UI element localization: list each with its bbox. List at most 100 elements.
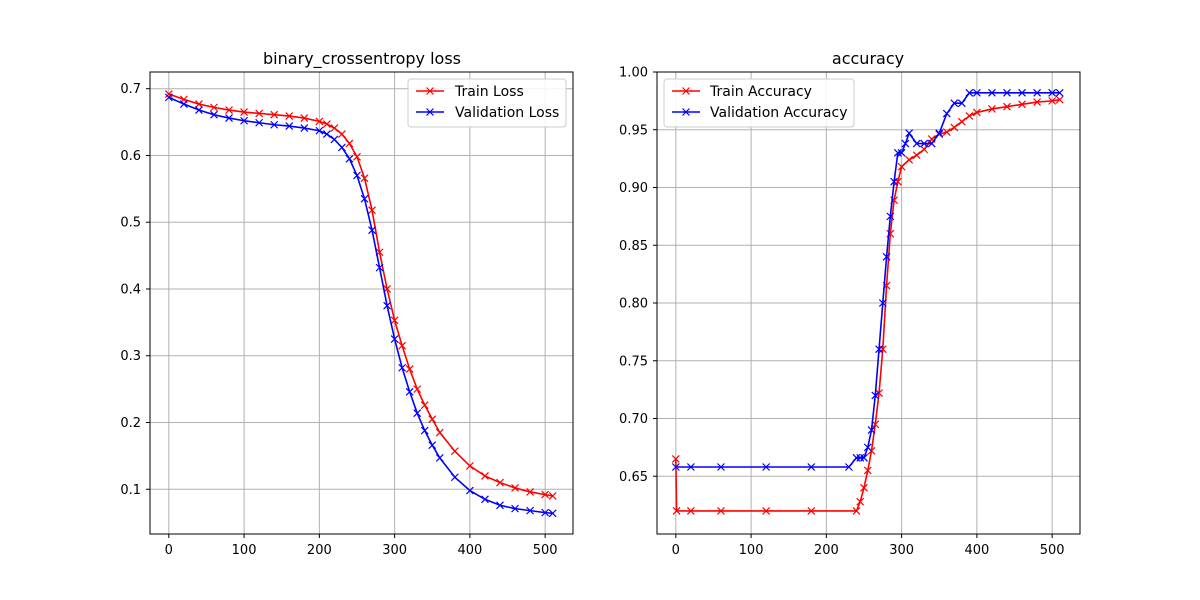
accuracy-point-train-accuracy: [1055, 95, 1064, 104]
accuracy-legend: Train Accuracy Validation Accuracy: [663, 78, 855, 128]
accuracy-point-validation-accuracy: [893, 148, 902, 157]
accuracy-point-validation-accuracy: [886, 212, 895, 221]
accuracy-point-train-accuracy: [920, 145, 929, 154]
accuracy-point-train-accuracy: [912, 151, 921, 160]
loss-chart: binary_crossentropy loss 0 100 200 300 400 50…: [120, 49, 574, 558]
accuracy-point-train-accuracy: [860, 483, 868, 492]
accuracy-point-train-accuracy: [863, 466, 872, 475]
loss-point-train-loss: [541, 490, 550, 499]
accuracy-legend-item-validation: Validation Accuracy: [672, 105, 848, 121]
accuracy-point-train-accuracy: [942, 128, 951, 136]
loss-point-train-loss: [450, 447, 459, 456]
loss-series-area: [164, 90, 557, 518]
accuracy-point-validation-accuracy: [686, 463, 695, 471]
accuracy-y-tick-label: 0.65: [619, 470, 648, 485]
accuracy-point-validation-accuracy: [901, 139, 910, 148]
loss-y-tick-label: 0.5: [120, 216, 141, 231]
accuracy-y-axis: 0.65 0.70 0.75 0.80 0.85 0.90 0.95 1.00: [619, 66, 657, 485]
loss-x-tick-label: 500: [533, 543, 558, 558]
accuracy-point-train-accuracy: [671, 455, 680, 463]
accuracy-point-validation-accuracy: [1048, 88, 1057, 97]
accuracy-legend-box: [663, 78, 855, 128]
accuracy-point-train-accuracy: [988, 105, 996, 113]
accuracy-point-train-accuracy: [965, 111, 974, 120]
loss-point-validation-loss: [315, 126, 324, 135]
loss-point-train-loss: [210, 103, 218, 112]
accuracy-point-train-accuracy: [686, 506, 695, 515]
loss-point-train-loss: [398, 341, 407, 350]
accuracy-point-validation-accuracy: [875, 345, 883, 354]
accuracy-y-tick-label: 0.90: [619, 181, 648, 196]
accuracy-point-validation-accuracy: [867, 426, 876, 434]
accuracy-point-train-accuracy: [1003, 102, 1011, 111]
loss-point-validation-loss: [428, 441, 437, 450]
loss-legend-item-validation: Validation Loss: [416, 105, 559, 121]
accuracy-legend-marker-train: [682, 87, 690, 95]
accuracy-point-train-accuracy: [672, 506, 681, 515]
loss-point-validation-loss: [270, 120, 279, 129]
accuracy-y-tick-label: 1.00: [619, 66, 648, 81]
accuracy-point-validation-accuracy: [717, 463, 725, 471]
accuracy-point-validation-accuracy: [972, 88, 981, 97]
loss-point-validation-loss: [255, 118, 264, 127]
loss-point-validation-loss: [285, 122, 294, 131]
accuracy-point-validation-accuracy: [1003, 88, 1011, 97]
accuracy-point-validation-accuracy: [920, 139, 929, 148]
loss-point-train-loss: [270, 110, 279, 119]
loss-legend-item-train: Train Loss: [416, 84, 524, 100]
accuracy-point-train-accuracy: [762, 506, 771, 515]
loss-y-tick-label: 0.4: [120, 282, 141, 297]
loss-point-validation-loss: [368, 226, 376, 235]
accuracy-point-validation-accuracy: [950, 99, 959, 108]
loss-x-tick-label: 100: [232, 543, 257, 558]
accuracy-point-validation-accuracy: [845, 463, 853, 471]
loss-point-train-loss: [322, 120, 331, 128]
loss-point-validation-loss: [375, 263, 384, 272]
loss-point-train-loss: [435, 428, 444, 437]
accuracy-point-train-accuracy: [717, 506, 725, 515]
accuracy-point-train-accuracy: [897, 162, 906, 171]
loss-point-train-loss: [420, 401, 429, 410]
loss-point-train-loss: [496, 478, 504, 487]
accuracy-legend-marker-validation: [682, 108, 690, 116]
accuracy-chart: accuracy 0 100 200 300 400 500 0.650.700.750.…: [619, 49, 1081, 558]
loss-y-tick-label: 0.2: [120, 416, 141, 431]
accuracy-point-validation-accuracy: [912, 139, 921, 148]
accuracy-point-validation-accuracy: [1055, 88, 1064, 97]
accuracy-point-validation-accuracy: [1033, 88, 1042, 97]
loss-point-train-loss: [548, 492, 557, 500]
accuracy-point-validation-accuracy: [927, 139, 936, 148]
loss-point-validation-loss: [345, 154, 354, 163]
accuracy-point-train-accuracy: [950, 123, 959, 132]
loss-point-train-loss: [345, 139, 354, 148]
accuracy-y-tick-label: 0.95: [619, 123, 648, 138]
loss-point-train-loss: [240, 108, 249, 116]
accuracy-point-validation-accuracy: [897, 148, 906, 157]
loss-point-validation-loss: [511, 504, 519, 513]
loss-point-validation-loss: [405, 387, 414, 396]
accuracy-point-train-accuracy: [1018, 100, 1026, 109]
accuracy-point-validation-accuracy: [890, 177, 899, 186]
loss-point-train-loss: [315, 117, 324, 126]
loss-point-validation-loss: [548, 509, 557, 518]
accuracy-point-validation-accuracy: [878, 299, 887, 307]
accuracy-x-tick-label: 100: [739, 543, 764, 558]
accuracy-x-axis: 0 100 200 300 400 500: [672, 534, 1065, 558]
accuracy-y-tick-label: 0.70: [619, 412, 648, 427]
loss-point-validation-loss: [353, 171, 361, 180]
loss-plot-frame: [149, 71, 574, 535]
loss-point-train-loss: [330, 124, 339, 133]
accuracy-x-tick-label: 0: [672, 543, 680, 558]
loss-point-validation-loss: [240, 116, 249, 125]
accuracy-point-train-accuracy: [957, 117, 966, 126]
accuracy-grid: [657, 71, 1080, 534]
accuracy-point-validation-accuracy: [856, 453, 865, 462]
loss-point-validation-loss: [435, 453, 444, 462]
accuracy-point-validation-accuracy: [762, 463, 771, 471]
loss-point-train-loss: [225, 106, 233, 114]
accuracy-point-validation-accuracy: [671, 463, 680, 471]
loss-point-train-loss: [526, 488, 535, 496]
loss-point-validation-loss: [390, 335, 399, 343]
loss-point-train-loss: [194, 100, 203, 108]
